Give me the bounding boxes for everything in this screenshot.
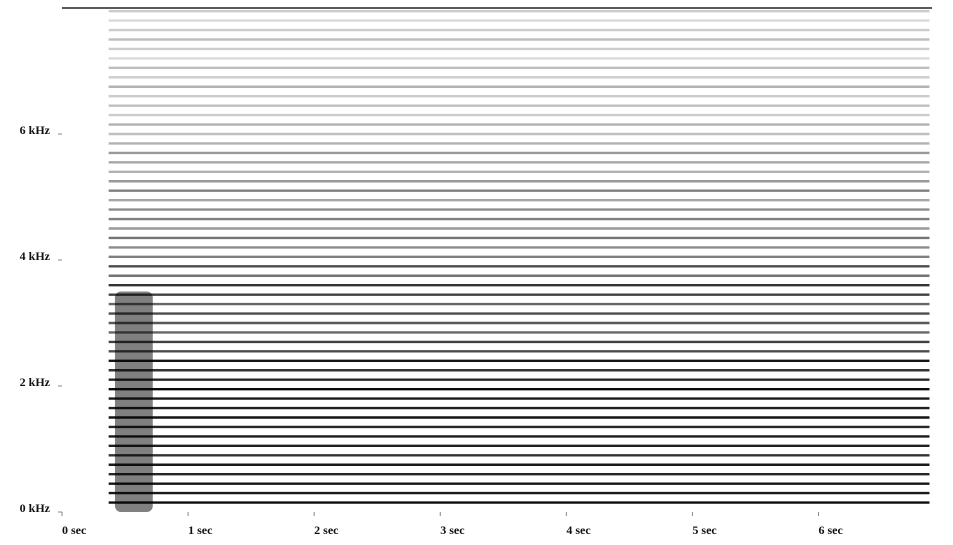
onset-burst [115,292,153,513]
x-tick-label: 1 sec [188,523,213,537]
y-tick-label: 4 kHz [20,249,51,263]
x-tick-label: 0 sec [62,523,87,537]
y-tick-label: 0 kHz [20,501,51,515]
y-tick-label: 2 kHz [20,375,51,389]
x-tick-label: 3 sec [440,523,465,537]
y-tick-label: 6 kHz [20,123,51,137]
x-tick-label: 6 sec [819,523,844,537]
x-tick-label: 5 sec [692,523,717,537]
x-tick-label: 2 sec [314,523,339,537]
x-tick-label: 4 sec [566,523,591,537]
spectrogram: 0 kHz 2 kHz 4 kHz 6 kHz 0 sec 1 sec 2 sec 3 sec… [0,0,953,540]
